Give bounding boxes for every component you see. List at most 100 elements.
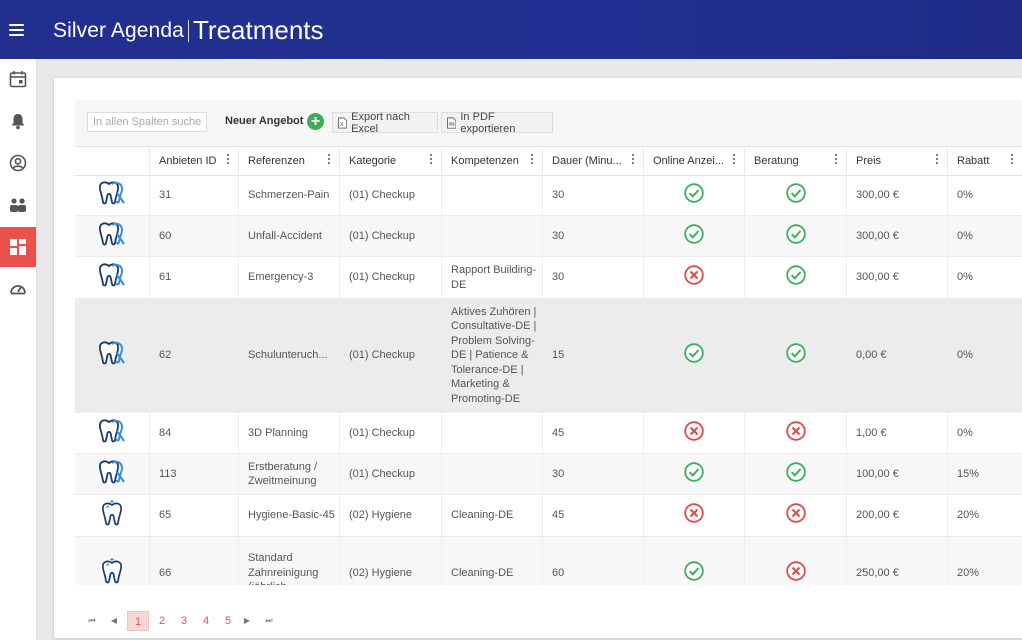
- cell-price: 300,00 €: [846, 175, 947, 215]
- cell-discount-text: 20%: [957, 509, 980, 522]
- table-row[interactable]: 31 Schmerzen-Pain (01) Checkup 30 300,00 € 0%: [75, 175, 1022, 216]
- cell-discount-text: 15%: [957, 467, 980, 480]
- column-menu-icon[interactable]: [531, 154, 534, 166]
- cell-duration: 45: [542, 495, 643, 536]
- cell-category: (01) Checkup: [339, 175, 441, 215]
- export-pdf-button[interactable]: In PDF exportieren: [441, 111, 553, 135]
- column-header[interactable]: Kategorie: [339, 147, 441, 175]
- svg-text:X: X: [340, 122, 344, 128]
- tooth-icon: [97, 458, 127, 491]
- column-header-label: Preis: [856, 155, 882, 167]
- column-header-label: Kategorie: [349, 155, 397, 167]
- pager-last-button[interactable]: ⏭: [265, 616, 273, 625]
- new-offer-button[interactable]: Neuer Angebot: [225, 115, 304, 127]
- cell-price: 100,00 €: [846, 454, 947, 494]
- cell-discount-text: 0%: [957, 349, 973, 362]
- column-header[interactable]: Referenzen: [238, 147, 339, 175]
- tooth-icon: [98, 557, 126, 585]
- table-body: 31 Schmerzen-Pain (01) Checkup 30 300,00 €0%…: [75, 175, 1022, 585]
- pager-page-4[interactable]: 4: [202, 615, 210, 627]
- cell-competencies: Aktives Zuhören | Consultative-DE | Proble…: [441, 299, 542, 412]
- column-header[interactable]: Preis: [846, 147, 947, 175]
- cell-category: (02) Hygiene: [339, 537, 441, 585]
- cell-duration: 30: [542, 216, 643, 256]
- table-row[interactable]: 60 Unfall-Accident (01) Checkup 30 300,00 € 0…: [75, 216, 1022, 257]
- cell-discount: 20%: [947, 495, 1022, 536]
- sidebar-item-dashboard[interactable]: [0, 269, 36, 309]
- page-title: Treatments: [193, 15, 324, 45]
- menu-icon[interactable]: [9, 24, 24, 36]
- search-input[interactable]: [87, 112, 207, 132]
- table-row[interactable]: 61 Emergency-3 (01) Checkup Rapport Buildin…: [75, 257, 1022, 299]
- table-row[interactable]: 84 3D Planning (01) Checkup 45 1,00 € 0%: [75, 413, 1022, 454]
- cell-reference-text: Unfall-Accident: [248, 229, 322, 242]
- pager-page-3[interactable]: 3: [180, 615, 188, 627]
- cell-reference-text: Zahnreinigung: [248, 566, 319, 579]
- treatment-thumbnail-cell: [75, 413, 149, 453]
- column-menu-icon[interactable]: [1011, 154, 1014, 166]
- cell-price-text: 300,00 €: [856, 271, 899, 284]
- cell-consultation: [744, 413, 846, 453]
- table-row[interactable]: 62 Schulunteruch... (01) Checkup Aktives Zu…: [75, 299, 1022, 413]
- cell-discount-text: 0%: [957, 271, 973, 284]
- sidebar: [0, 59, 37, 640]
- cell-consultation: [744, 299, 846, 412]
- sidebar-item-treatments[interactable]: [0, 227, 36, 267]
- sidebar-item-calendar[interactable]: [0, 59, 36, 99]
- column-menu-icon[interactable]: [936, 154, 939, 166]
- column-header[interactable]: Anbieten ID: [149, 147, 238, 175]
- column-menu-icon[interactable]: [328, 154, 331, 166]
- sidebar-item-notifications[interactable]: [0, 101, 36, 141]
- column-menu-icon[interactable]: [430, 154, 433, 166]
- tooth-icon: [97, 339, 127, 372]
- cell-competencies-text: Rapport Building-: [451, 264, 536, 276]
- column-header-label: Kompetenzen: [451, 155, 519, 167]
- column-header[interactable]: Online Anzei...: [643, 147, 744, 175]
- users-icon: [10, 198, 26, 212]
- cell-category: (01) Checkup: [339, 257, 441, 298]
- cell-competencies: Cleaning-DE: [441, 537, 542, 585]
- cell-duration-text: 30: [552, 467, 565, 480]
- cell-category-text: (01) Checkup: [349, 271, 416, 284]
- cell-competencies: [441, 413, 542, 453]
- cell-offer-id: 113: [149, 454, 238, 494]
- column-menu-icon[interactable]: [733, 154, 736, 166]
- column-header[interactable]: Kompetenzen: [441, 147, 542, 175]
- table-row[interactable]: 65 Hygiene-Basic-45 (02) Hygiene Cleaning-D…: [75, 495, 1022, 537]
- pager-prev-button[interactable]: ◀: [110, 616, 118, 625]
- column-header[interactable]: Beratung: [744, 147, 846, 175]
- pager-page-5[interactable]: 5: [224, 615, 232, 627]
- column-header[interactable]: Dauer (Minu...: [542, 147, 643, 175]
- column-header-label: Rabatt: [957, 155, 990, 167]
- cell-discount: 0%: [947, 216, 1022, 256]
- cell-competencies: Rapport Building- DE: [441, 257, 542, 298]
- cell-online: [643, 413, 744, 453]
- tooth-icon: [97, 179, 127, 212]
- cell-price-text: 1,00 €: [856, 426, 887, 439]
- cell-price: 1,00 €: [846, 413, 947, 453]
- sidebar-item-patients[interactable]: [0, 185, 36, 225]
- column-menu-icon[interactable]: [227, 154, 230, 166]
- treatment-thumbnail-cell: [75, 495, 149, 536]
- column-menu-icon[interactable]: [835, 154, 838, 166]
- check-circle-icon: [785, 224, 806, 249]
- table-row[interactable]: 113 Erstberatung / Zweitmeinung (01) Checku…: [75, 454, 1022, 495]
- tooth-icon: [97, 417, 127, 450]
- pager-page-2[interactable]: 2: [158, 615, 166, 627]
- export-excel-button[interactable]: X Export nach Excel: [332, 111, 438, 135]
- tooth-icon: [97, 261, 127, 294]
- sidebar-item-profile[interactable]: [0, 143, 36, 183]
- column-menu-icon[interactable]: [632, 154, 635, 166]
- cell-online: [643, 257, 744, 298]
- cell-reference-text: Schmerzen-Pain: [248, 188, 330, 201]
- treatment-thumbnail-cell: [75, 537, 149, 585]
- pager-page-1[interactable]: 1: [127, 611, 149, 631]
- column-header-label: Dauer (Minu...: [552, 155, 622, 167]
- cell-offer-id-text: 61: [159, 271, 172, 284]
- cell-reference-text: Hygiene-Basic-45: [248, 509, 335, 522]
- pager-first-button[interactable]: ⏮: [88, 616, 96, 625]
- column-header[interactable]: Rabatt: [947, 147, 1022, 175]
- pager-next-button[interactable]: ▶: [243, 616, 251, 625]
- add-icon[interactable]: +: [307, 113, 324, 130]
